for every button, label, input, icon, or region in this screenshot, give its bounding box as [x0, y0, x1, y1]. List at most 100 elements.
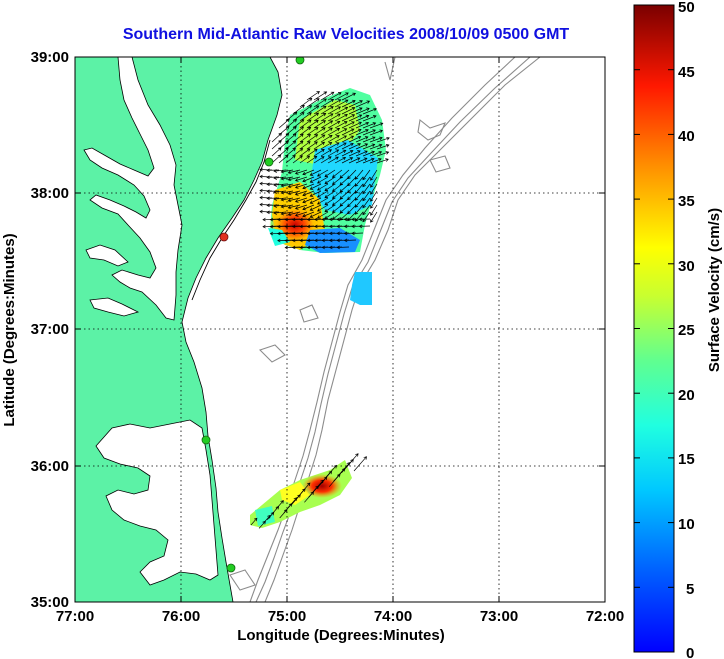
velocity-arrow	[370, 211, 378, 223]
velocity-arrow	[271, 140, 282, 150]
velocity-arrow	[273, 190, 287, 194]
velocity-arrow	[324, 169, 336, 178]
colorbar-ticks	[634, 4, 674, 653]
velocity-arrow	[362, 143, 376, 150]
y-tick-label: 36:00	[31, 458, 69, 475]
velocity-arrow	[362, 136, 376, 143]
velocity-arrow	[250, 517, 258, 526]
velocity-arrow	[324, 204, 336, 213]
velocity-arrow	[259, 188, 273, 193]
velocity-arrow	[341, 92, 357, 101]
velocity-arrow	[343, 238, 357, 243]
velocity-arrow	[313, 141, 326, 150]
velocity-arrow	[287, 197, 301, 203]
velocity-arrow	[341, 121, 355, 129]
velocity-arrow	[306, 134, 319, 143]
velocity-arrow	[362, 204, 371, 216]
colorbar-tick-label: 35	[678, 193, 695, 210]
velocity-arrow	[334, 135, 348, 143]
velocity-arrow	[299, 126, 312, 136]
velocity-arrow	[324, 176, 336, 185]
velocity-arrow	[309, 204, 322, 211]
velocity-arrow	[369, 122, 384, 129]
velocity-arrow	[306, 148, 318, 157]
velocity-arrow	[259, 209, 273, 214]
velocity-arrow	[324, 183, 336, 192]
velocity-arrow	[313, 156, 325, 164]
station-marker	[226, 563, 236, 573]
velocity-arrow	[327, 92, 342, 101]
x-tick-label: 73:00	[480, 608, 518, 625]
velocity-arrow	[341, 99, 356, 108]
velocity-arrow	[327, 149, 340, 157]
velocity-arrow	[292, 155, 303, 164]
velocity-arrow	[334, 106, 349, 115]
velocity-arrow	[294, 211, 308, 217]
velocity-arrow	[327, 113, 341, 122]
colorbar-tick-label: 20	[678, 387, 695, 404]
velocity-arrow	[316, 204, 329, 212]
velocity-arrow	[294, 197, 308, 203]
colorbar: 50 45 40 35 30 25 20 15 10 5 0 Surface V…	[633, 0, 723, 659]
colorbar-tick-label: 40	[678, 128, 695, 145]
velocity-arrow	[302, 176, 315, 183]
velocity-arrow	[292, 133, 304, 143]
velocity-arrow	[362, 169, 371, 181]
velocity-arrow	[316, 197, 329, 205]
velocity-arrow	[302, 211, 315, 218]
velocity-arrow	[339, 169, 350, 179]
velocity-arrow	[362, 129, 376, 136]
velocity-arrow	[309, 211, 322, 218]
x-tick-label: 72:00	[586, 608, 624, 625]
velocity-arrow	[324, 190, 336, 199]
velocity-arrow	[294, 183, 308, 189]
velocity-arrow	[341, 157, 354, 164]
velocity-arrow	[316, 211, 329, 219]
station-marker	[264, 157, 274, 167]
velocity-arrow	[285, 140, 297, 150]
velocity-arrow	[302, 183, 315, 190]
velocity-arrow	[376, 136, 390, 143]
hf-radar-stations	[201, 57, 305, 573]
velocity-arrow	[327, 156, 339, 164]
velocity-arrow	[355, 100, 371, 108]
velocity-arrow	[316, 176, 329, 184]
velocity-arrow	[370, 176, 378, 188]
station-marker	[295, 57, 305, 65]
velocity-arrow	[287, 211, 301, 217]
velocity-arrow	[362, 157, 375, 164]
velocity-arrow	[362, 150, 375, 157]
velocity-arrow	[285, 155, 296, 164]
velocity-arrow	[266, 189, 280, 194]
velocity-arrow	[273, 176, 287, 180]
velocity-arrow	[306, 119, 319, 129]
y-axis-label: Latitude (Degrees:Minutes)	[1, 233, 18, 426]
velocity-field-small-patch	[350, 272, 372, 305]
velocity-arrow	[266, 196, 280, 201]
velocity-arrow	[302, 169, 315, 176]
velocity-arrow	[341, 114, 356, 122]
colorbar-tick-label: 30	[678, 258, 695, 275]
velocity-arrow	[320, 120, 334, 129]
velocity-arrow	[348, 128, 362, 136]
station-marker	[201, 435, 211, 445]
x-tick-labels: 77:00 76:00 75:00 74:00 73:00 72:00	[56, 608, 624, 625]
velocity-arrow	[320, 142, 333, 150]
velocity-arrow	[351, 231, 364, 236]
velocity-arrow	[370, 197, 378, 209]
velocity-arrow	[299, 155, 311, 164]
velocity-arrow	[273, 197, 287, 201]
colorbar-tick-label: 0	[686, 645, 694, 659]
velocity-arrow	[316, 169, 329, 177]
velocity-arrow	[369, 129, 384, 136]
velocity-arrow	[339, 176, 350, 186]
y-tick-label: 35:00	[31, 594, 69, 611]
colorbar-tick-label: 45	[678, 64, 695, 81]
velocity-arrow	[320, 113, 334, 122]
velocity-arrow	[259, 202, 273, 207]
x-tick-label: 76:00	[162, 608, 200, 625]
velocity-arrow	[355, 150, 368, 157]
velocity-arrow	[325, 464, 337, 479]
colorbar-tick-label: 15	[678, 451, 695, 468]
